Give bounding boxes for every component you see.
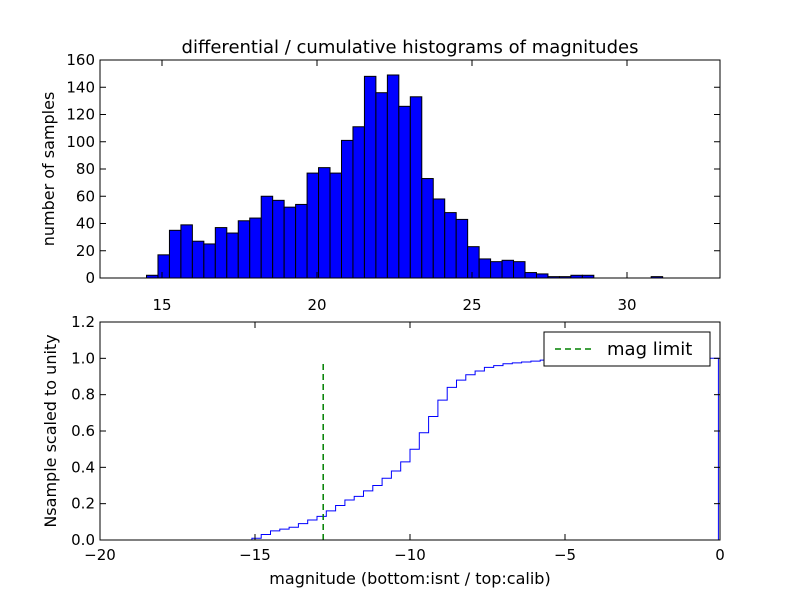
legend: mag limit <box>543 331 711 367</box>
histogram-bar <box>455 218 469 279</box>
histogram-bar <box>421 178 434 279</box>
histogram-bar <box>260 195 274 279</box>
cumulative-panel: 0.0 0.2 0.4 0.6 0.8 1.0 1.2 −20 −15 −10 −5 0 Nsamp… <box>41 313 725 588</box>
histogram-bar <box>386 74 400 279</box>
histogram-bar <box>524 272 537 279</box>
histogram-bar <box>214 227 228 279</box>
histogram-bar <box>295 203 308 279</box>
y-tick-label: 60 <box>76 187 95 205</box>
histogram-y-label: number of samples <box>39 92 58 247</box>
x-tick-label: 15 <box>152 296 171 314</box>
histogram-bar <box>157 254 170 279</box>
cumulative-y-ticks: 0.0 0.2 0.4 0.6 0.8 1.0 1.2 <box>71 313 720 549</box>
histogram-bar <box>306 172 320 279</box>
histogram-bar <box>226 232 239 279</box>
histogram-bar <box>432 198 446 279</box>
histogram-bar <box>180 224 193 279</box>
histogram-bar <box>535 273 549 279</box>
chart-title: differential / cumulative histograms of … <box>182 37 639 58</box>
histogram-bar <box>168 229 182 279</box>
cumulative-x-label: magnitude (bottom:isnt / top:calib) <box>269 569 550 588</box>
histogram-panel: differential / cumulative histograms of … <box>39 37 721 314</box>
y-tick-label: 0.8 <box>71 386 95 404</box>
histogram-bar <box>272 199 285 279</box>
y-tick-label: 40 <box>76 215 95 233</box>
x-tick-label: 25 <box>462 296 481 314</box>
x-tick-label: 0 <box>715 546 725 564</box>
y-tick-label: 0.0 <box>71 531 95 549</box>
histogram-bar <box>191 240 205 279</box>
histogram-bar <box>398 105 411 279</box>
x-tick-label: −5 <box>554 546 576 564</box>
x-tick-label: 30 <box>617 296 636 314</box>
y-tick-label: 1.2 <box>71 313 95 331</box>
y-tick-label: 120 <box>66 106 95 124</box>
histogram-bar <box>283 206 297 279</box>
y-tick-label: 0.6 <box>71 422 95 440</box>
cumulative-step-line <box>100 357 720 541</box>
y-tick-label: 80 <box>76 160 95 178</box>
histogram-bar <box>375 92 388 279</box>
cumulative-y-label: Nsample scaled to unity <box>41 334 60 527</box>
histogram-bar <box>249 217 262 279</box>
legend-box <box>543 331 711 367</box>
y-tick-label: 100 <box>66 133 95 151</box>
histogram-bar <box>501 259 515 279</box>
histogram-bar <box>352 126 365 279</box>
cumulative-x-ticks: −20 −15 −10 −5 0 <box>84 322 725 564</box>
x-tick-label: −10 <box>394 546 426 564</box>
x-tick-label: −20 <box>84 546 116 564</box>
histogram-bar <box>513 261 526 279</box>
y-tick-label: 20 <box>76 242 95 260</box>
y-tick-label: 1.0 <box>71 349 95 367</box>
histogram-bar <box>203 243 216 279</box>
histogram-bar <box>237 220 251 279</box>
y-tick-label: 0 <box>85 269 95 287</box>
histogram-bar <box>467 246 480 279</box>
histogram-bar <box>490 261 503 279</box>
y-tick-label: 140 <box>66 78 95 96</box>
histogram-bar <box>318 167 331 279</box>
histogram-x-ticks: 15 20 25 30 <box>152 60 637 314</box>
histogram-bar <box>444 212 457 279</box>
x-tick-label: −15 <box>239 546 271 564</box>
x-tick-label: 20 <box>307 296 326 314</box>
histogram-bar <box>363 75 377 279</box>
histogram-bar <box>329 172 342 279</box>
histogram-bar <box>340 139 354 279</box>
histogram-y-ticks: 0 20 40 60 80 100 120 140 160 <box>66 51 720 287</box>
histogram-bar <box>409 96 423 279</box>
y-tick-label: 160 <box>66 51 95 69</box>
histogram-bar <box>478 258 492 279</box>
y-tick-label: 0.4 <box>71 458 95 476</box>
y-tick-label: 0.2 <box>71 495 95 513</box>
legend-mag-limit-label: mag limit <box>607 339 692 360</box>
